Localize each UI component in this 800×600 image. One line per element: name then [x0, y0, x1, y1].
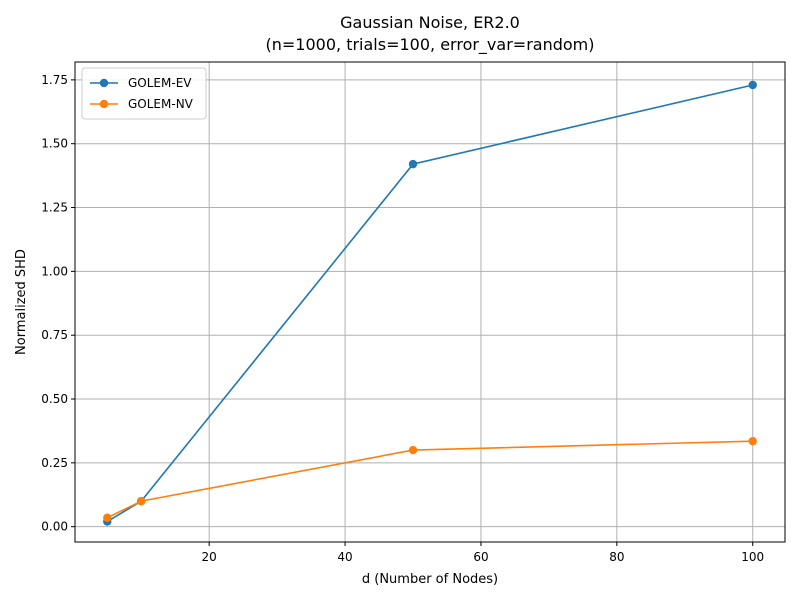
x-tick-label: 40: [337, 550, 352, 564]
y-tick-label: 1.00: [41, 264, 68, 278]
x-axis-label: d (Number of Nodes): [362, 572, 498, 587]
data-point: [137, 496, 146, 506]
y-tick-label: 1.75: [41, 73, 68, 87]
y-tick-label: 1.50: [41, 137, 68, 151]
series-line: [106, 84, 753, 523]
chart-subtitle: (n=1000, trials=100, error_var=random): [266, 35, 595, 55]
legend-marker: [99, 99, 109, 109]
data-point: [748, 436, 757, 446]
data-point: [748, 80, 757, 90]
y-tick-label: 0.25: [41, 456, 68, 470]
y-tick-label: 1.25: [41, 201, 68, 215]
x-tick-label: 80: [609, 550, 624, 564]
x-tick-label: 60: [473, 550, 488, 564]
chart-title: Gaussian Noise, ER2.0: [340, 13, 520, 32]
y-tick-label: 0.50: [41, 392, 68, 406]
y-tick-label: 0.75: [41, 328, 68, 342]
legend-marker: [99, 78, 109, 88]
data-point: [408, 445, 418, 455]
legend-box: [81, 67, 207, 120]
legend: GOLEM-EV GOLEM-NV: [81, 67, 207, 120]
data-point: [103, 513, 112, 522]
y-axis-ticks: 0.00 0.25 0.50 0.75 1.00 1.25 1.50 1.75: [41, 73, 75, 534]
series-layer: [103, 80, 757, 526]
series-group: [103, 436, 757, 522]
legend-label: GOLEM-EV: [128, 76, 192, 90]
legend-label: GOLEM-NV: [128, 97, 194, 111]
y-axis-label: Normalized SHD: [14, 249, 29, 355]
plot-frame: [74, 61, 786, 543]
x-tick-label: 100: [741, 550, 764, 564]
y-tick-label: 0.00: [41, 520, 68, 534]
data-point: [408, 159, 418, 169]
grid: [75, 62, 785, 542]
x-axis-ticks: 20 40 60 80 100: [202, 542, 764, 564]
x-tick-label: 20: [202, 550, 217, 564]
series-line: [106, 440, 753, 519]
